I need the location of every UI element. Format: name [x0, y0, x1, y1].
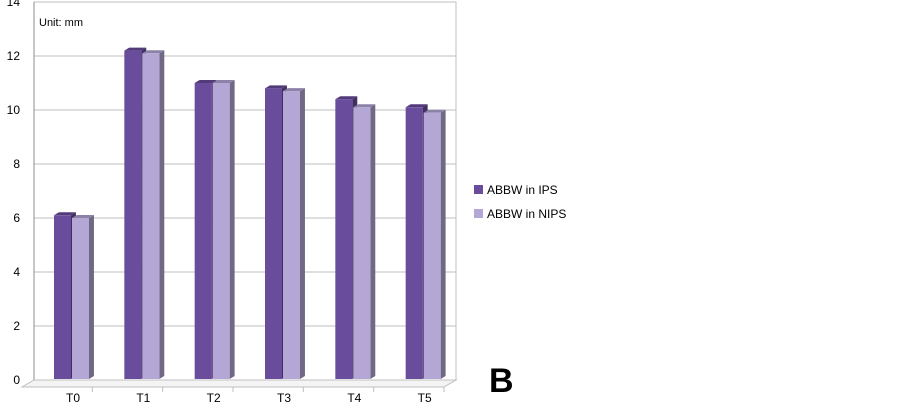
bar-front [72, 218, 89, 379]
bar-top [283, 88, 305, 92]
bar-top [423, 109, 446, 113]
bar-top [194, 80, 217, 83]
x-tick-label: T4 [347, 391, 361, 405]
bar-front [124, 50, 142, 379]
x-tick-label: T3 [277, 391, 291, 405]
legend-swatch-nips [474, 209, 483, 218]
bar-top [335, 96, 358, 100]
y-tick-label: 4 [13, 265, 20, 279]
bar-side [89, 215, 94, 379]
y-tick-label: 12 [7, 49, 21, 63]
bar [283, 88, 305, 379]
legend: ABBW in IPS ABBW in NIPS [474, 183, 566, 221]
legend-swatch-ips [474, 185, 483, 194]
panel-letter: B [489, 362, 514, 400]
x-tick-label: T1 [136, 391, 150, 405]
legend-label-nips: ABBW in NIPS [487, 207, 566, 221]
bar-front [54, 215, 71, 379]
bar [142, 50, 165, 380]
bar-top [142, 50, 165, 54]
x-tick-label: T5 [418, 391, 432, 405]
y-tick-label: 2 [13, 319, 20, 333]
bar-side [440, 109, 446, 379]
bar [72, 215, 94, 379]
bar-top [212, 80, 235, 83]
bar-front [283, 91, 300, 379]
bar-front [142, 53, 160, 380]
x-tick-label: T0 [66, 391, 80, 405]
x-axis-floor [20, 379, 458, 388]
bar-front [423, 112, 441, 379]
bar-front [212, 83, 230, 379]
bar-top [353, 104, 376, 108]
bar-side [370, 104, 376, 380]
bar-top [405, 104, 428, 108]
y-tick-label: 14 [7, 0, 21, 9]
bar-side [229, 80, 235, 379]
y-axis-ticks: 0 2 4 6 8 10 12 14 [7, 0, 21, 387]
bar [212, 80, 235, 379]
y-tick-label: 8 [13, 157, 20, 171]
bar-front [405, 107, 423, 380]
bar-front [353, 107, 371, 380]
bar [353, 104, 376, 380]
y-tick-label: 10 [7, 103, 21, 117]
bar-side [300, 88, 305, 379]
y-tick-label: 0 [13, 373, 20, 387]
x-axis-ticks: T0 T1 T2 T3 T4 T5 [66, 387, 445, 405]
bar-top [265, 85, 287, 89]
bar-front [265, 88, 282, 380]
bars [54, 47, 446, 380]
x-tick-label: T2 [207, 391, 221, 405]
bar-top [124, 47, 147, 51]
y-tick-label: 6 [13, 211, 20, 225]
bar-side [159, 50, 165, 380]
bar [423, 109, 446, 379]
bar-front [194, 83, 212, 379]
bar-top [72, 215, 94, 218]
plot-frame [33, 1, 457, 381]
bar-front [335, 99, 353, 379]
bar-top [54, 212, 76, 216]
plot-area-border [33, 1, 457, 381]
legend-label-ips: ABBW in IPS [487, 183, 558, 197]
gridlines [34, 1, 456, 327]
unit-label: Unit: mm [39, 17, 83, 29]
